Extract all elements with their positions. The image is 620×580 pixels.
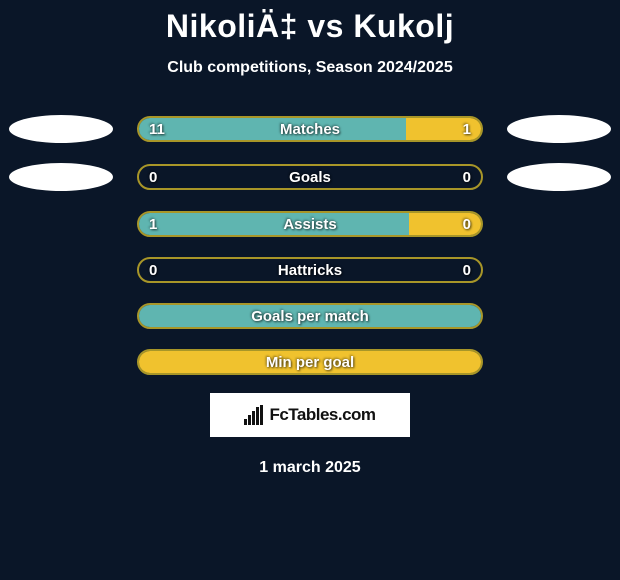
stat-rows: 11 Matches 1 0 Goals 0 1 Assists 0 0 Hattricks 0 Goa… [0,115,620,375]
stat-label: Goals [289,169,331,186]
comparison-card: NikoliÄ‡ vs Kukolj Club competitions, Se… [0,0,620,477]
fctables-logo: FcTables.com [210,393,410,437]
stat-bar: 11 Matches 1 [137,116,483,142]
stat-row: Goals per match [0,303,620,329]
stat-row: 1 Assists 0 [0,211,620,237]
player-left-oval [9,115,113,143]
stat-value-right: 0 [463,262,471,279]
stat-label: Hattricks [278,262,342,279]
stat-bar-fill-left [139,213,409,235]
stat-bar: 0 Goals 0 [137,164,483,190]
stat-label: Assists [283,216,336,233]
stat-value-right: 1 [463,121,471,138]
player-right-oval [507,163,611,191]
player-right-oval [507,115,611,143]
stat-bar: Goals per match [137,303,483,329]
stat-row: Min per goal [0,349,620,375]
stat-value-right: 0 [463,169,471,186]
stat-bar-fill-left [139,118,406,140]
stat-value-right: 0 [463,216,471,233]
stat-label: Goals per match [251,308,369,325]
stat-row: 0 Goals 0 [0,163,620,191]
stat-row: 11 Matches 1 [0,115,620,143]
stat-value-left: 0 [149,169,157,186]
stat-label: Matches [280,121,340,138]
stat-bar: Min per goal [137,349,483,375]
stat-bar: 0 Hattricks 0 [137,257,483,283]
player-left-oval [9,163,113,191]
stat-label: Min per goal [266,354,354,371]
stat-value-left: 11 [149,121,165,138]
subtitle: Club competitions, Season 2024/2025 [167,59,452,77]
stat-bar: 1 Assists 0 [137,211,483,237]
logo-bars-icon [244,405,263,425]
date-text: 1 march 2025 [259,459,360,477]
stat-row: 0 Hattricks 0 [0,257,620,283]
page-title: NikoliÄ‡ vs Kukolj [166,8,454,45]
stat-value-left: 1 [149,216,157,233]
stat-value-left: 0 [149,262,157,279]
logo-text: FcTables.com [269,405,375,425]
